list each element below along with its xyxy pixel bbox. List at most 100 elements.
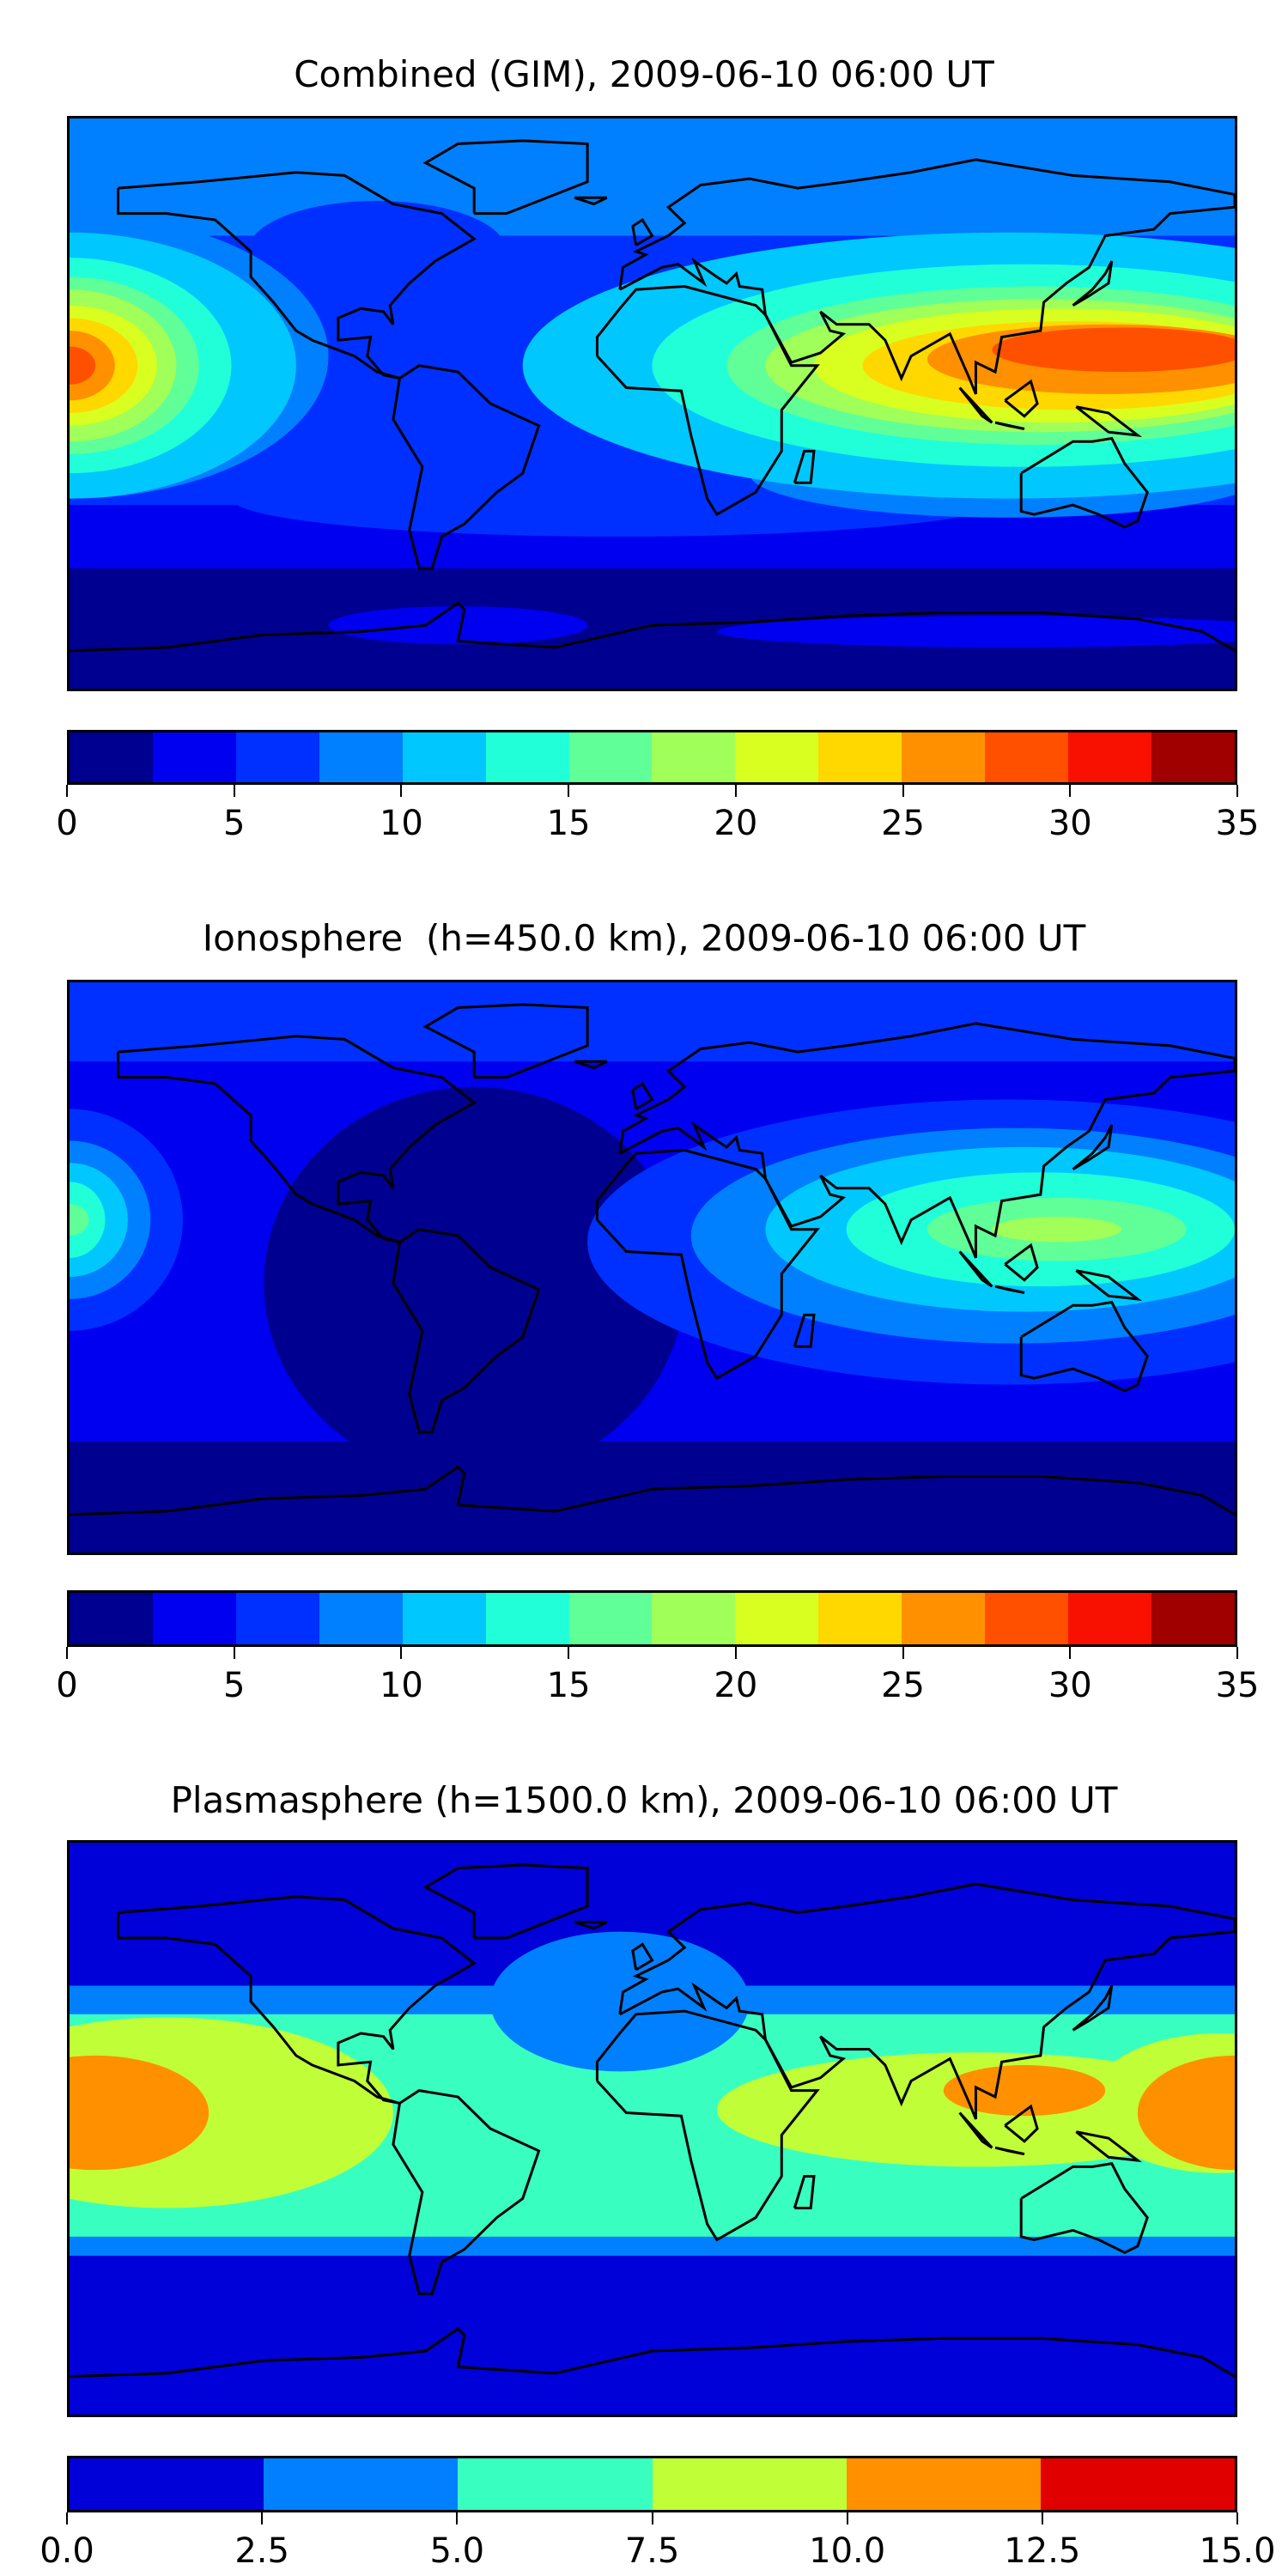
coastline: [574, 197, 607, 204]
colorbar-tick-label: 5: [222, 804, 246, 843]
coastline: [118, 173, 475, 379]
colorbar-segment: [235, 732, 319, 782]
contour-region: [992, 327, 1235, 373]
coastline: [597, 1151, 817, 1379]
colorbar-tick: [66, 785, 68, 797]
contour-region: [1137, 2055, 1235, 2171]
map-plasmasphere: [67, 1840, 1237, 2417]
coastline: [574, 1923, 607, 1929]
coastline: [118, 1897, 475, 2104]
colorbar-segment: [735, 1593, 819, 1644]
colorbar-tick-label: 10.0: [809, 2531, 886, 2571]
colorbar-segment: [985, 1593, 1069, 1644]
coastline: [426, 141, 587, 214]
coastline: [794, 1315, 814, 1346]
colorbar-tick-label: 25: [881, 804, 926, 843]
coastline: [960, 388, 993, 423]
coastline: [1005, 2106, 1037, 2142]
colorbar-tick-label: 2.5: [234, 2531, 289, 2571]
colorbar-segment: [902, 732, 986, 782]
colorbar-tick-label: 15.0: [1199, 2531, 1276, 2571]
coastline: [995, 422, 1024, 428]
colorbar-segment: [485, 732, 569, 782]
coastline: [70, 2329, 1235, 2377]
colorbar-tick-label: 20: [714, 1666, 758, 1705]
colorbar-tick-label: 35: [1215, 1666, 1260, 1705]
colorbar-segment: [1151, 1593, 1235, 1644]
colorbar-segment: [735, 732, 819, 782]
coastline: [393, 366, 539, 568]
coastline: [1073, 1986, 1112, 2031]
coastline: [574, 1061, 607, 1067]
coastline: [794, 2177, 814, 2208]
colorbar-tick-label: 30: [1048, 1666, 1092, 1705]
colorbar-tick: [66, 2512, 68, 2524]
colorbar-tick-label: 30: [1048, 804, 1092, 843]
coastline: [1073, 1125, 1112, 1170]
colorbar-tick: [400, 785, 403, 797]
colorbar-tick-label: 7.5: [624, 2531, 680, 2571]
contour-region: [716, 616, 1235, 648]
colorbar-ticks-combined: 0 5 10 15 20 25 30 35: [56, 785, 1259, 854]
colorbar-tick: [734, 785, 737, 797]
colorbar-tick: [568, 785, 570, 797]
contour-region: [70, 982, 1235, 1062]
coastline: [794, 451, 814, 483]
colorbar-segment: [902, 1593, 986, 1644]
colorbar-segment: [152, 732, 236, 782]
colorbar-segment: [70, 732, 153, 782]
colorbar-segment: [652, 732, 736, 782]
colorbar-tick: [233, 1647, 235, 1659]
colorbar-segment: [846, 2458, 1041, 2510]
coastline: [426, 1865, 587, 1938]
colorbar-tick-label: 10: [379, 804, 423, 843]
contour-region: [264, 1086, 685, 1480]
coastline: [1076, 1271, 1138, 1299]
colorbar-segment: [568, 1593, 653, 1644]
colorbar-tick: [902, 1647, 904, 1659]
colorbar-tick-label: 25: [881, 1666, 926, 1705]
coastline: [1076, 2132, 1138, 2160]
coastline: [1021, 439, 1147, 527]
coastline: [995, 2148, 1024, 2154]
coastline: [1073, 261, 1112, 306]
colorbar-segment: [319, 732, 403, 782]
coastline: [1005, 1245, 1037, 1280]
colorbar-segment: [152, 1593, 236, 1644]
colorbar-tick: [651, 2512, 653, 2524]
coastline: [1076, 407, 1138, 435]
coastline: [633, 220, 653, 246]
colorbar-combined: [67, 730, 1237, 785]
colorbar-tick: [846, 2512, 848, 2524]
coastline: [1021, 1303, 1147, 1391]
contour-region: [247, 200, 507, 302]
colorbar-tick-label: 15: [546, 1666, 591, 1705]
colorbar-tick: [1236, 2512, 1238, 2524]
coastline: [620, 160, 1235, 394]
coastline: [960, 1252, 993, 1287]
contour-region: [943, 2065, 1106, 2117]
colorbar-tick-label: 0: [56, 1666, 78, 1705]
colorbar-tick-label: 5: [222, 1666, 246, 1705]
colorbar-tick: [1041, 2512, 1043, 2524]
colorbar-segment: [818, 732, 902, 782]
contour-region: [70, 2055, 210, 2171]
coastline: [118, 1036, 475, 1242]
colorbar-tick-label: 10: [379, 1666, 423, 1705]
contour-region: [992, 1216, 1122, 1242]
panel-title-plasmasphere: Plasmasphere (h=1500.0 km), 2009-06-10 0…: [170, 1779, 1118, 1821]
coastline: [620, 1884, 1235, 2119]
colorbar-segment: [319, 1593, 403, 1644]
colorbar-tick-label: 20: [714, 804, 758, 843]
colorbar-ionosphere: [67, 1590, 1237, 1647]
colorbar-tick: [568, 1647, 570, 1659]
coastline: [70, 1467, 1235, 1514]
colorbar-tick: [456, 2512, 459, 2524]
coastline: [393, 2091, 539, 2294]
colorbar-segment: [652, 2458, 847, 2510]
colorbar-tick: [400, 1647, 403, 1659]
contour-region: [70, 1441, 1235, 1552]
contour-region: [70, 1204, 89, 1236]
colorbar-tick-label: 5.0: [429, 2531, 485, 2571]
